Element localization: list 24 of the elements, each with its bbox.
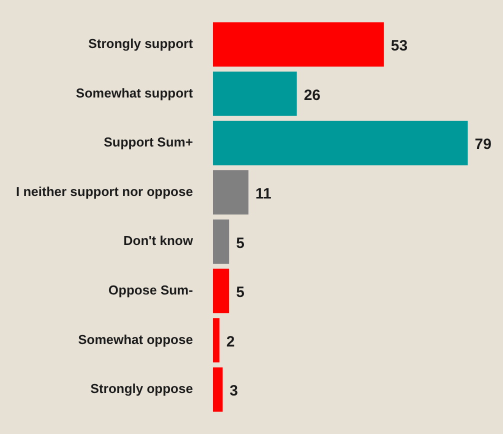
y-tick-label: Don't know [123, 233, 194, 248]
bar [212, 120, 468, 166]
y-tick-label: Strongly oppose [90, 381, 193, 396]
bar [212, 318, 220, 362]
bar [212, 170, 248, 215]
data-label: 5 [236, 284, 244, 302]
y-tick-label: Strongly support [88, 36, 194, 52]
data-label: 53 [390, 38, 408, 55]
y-tick-label: Somewhat support [76, 85, 194, 100]
y-tick-label: I neither support nor oppose [16, 184, 193, 199]
data-label: 79 [474, 136, 492, 154]
y-tick-label: Support Sum+ [104, 134, 194, 150]
bar [212, 219, 230, 264]
bar [212, 268, 230, 314]
data-label: 2 [226, 333, 235, 350]
y-tick-label: Somewhat oppose [78, 332, 193, 347]
data-label: 5 [236, 234, 244, 252]
data-label: 26 [304, 86, 320, 104]
data-label: 11 [255, 185, 272, 202]
bar [212, 72, 297, 116]
y-tick-label: Oppose Sum- [108, 282, 193, 298]
bar [212, 22, 384, 67]
data-label: 3 [230, 382, 238, 400]
bar [212, 367, 223, 412]
